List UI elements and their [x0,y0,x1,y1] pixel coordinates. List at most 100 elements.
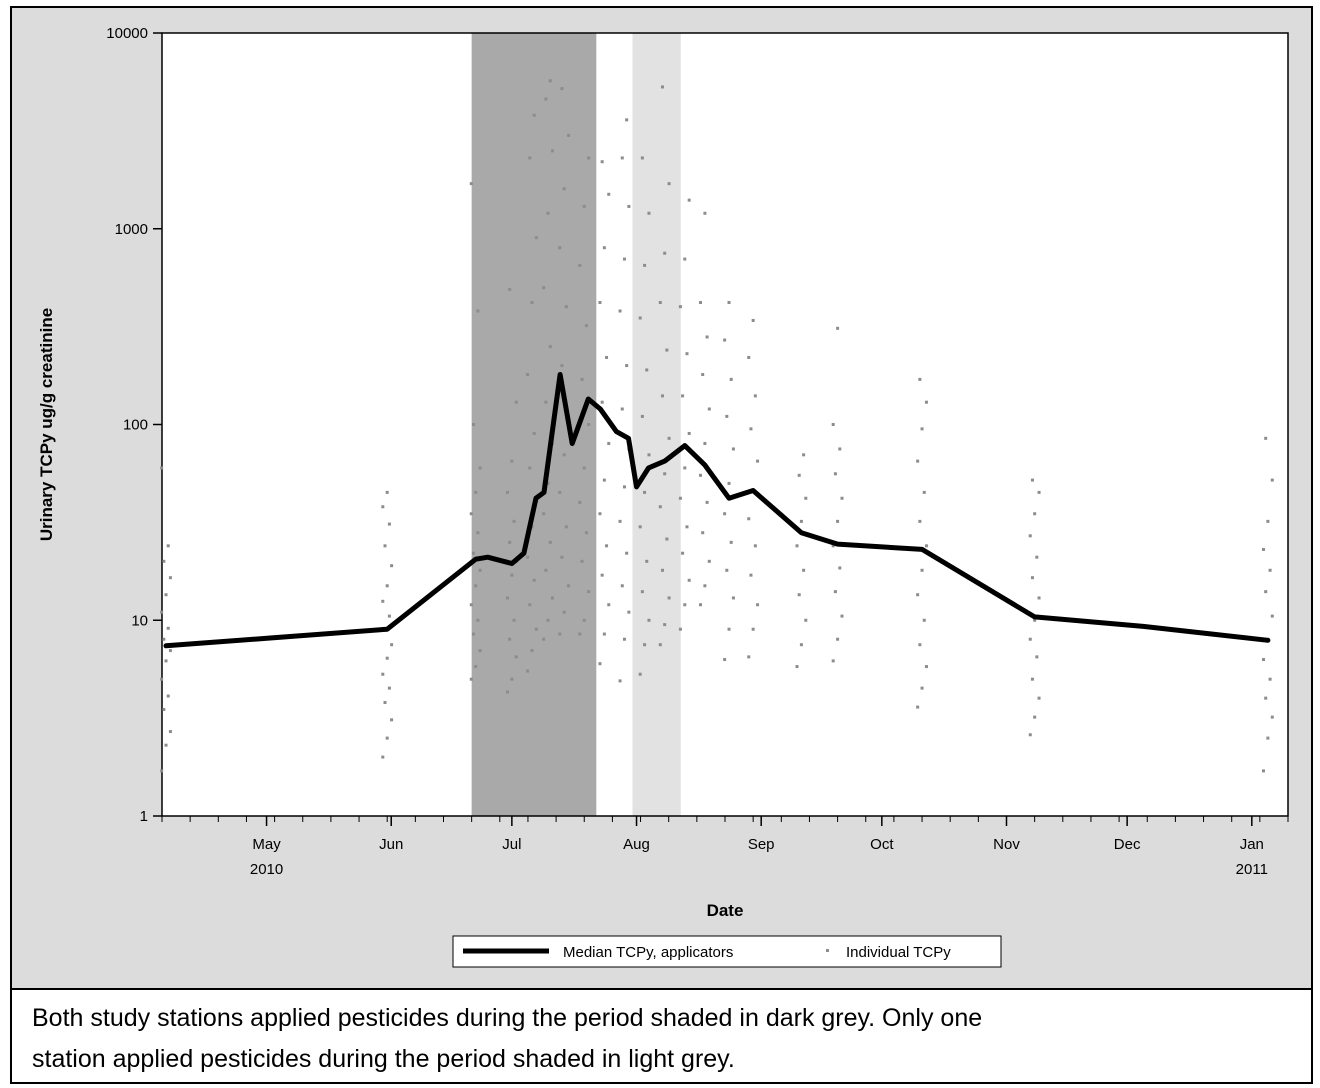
y-tick-label: 10000 [106,25,148,42]
data-point [647,211,651,215]
data-point [645,559,649,563]
x-tick-label: May [252,836,281,853]
data-point [1030,677,1034,681]
data-point [687,198,691,202]
data-point [162,559,166,563]
data-point [544,97,548,101]
data-point [831,423,835,426]
x-tick-label: Sep [748,836,775,853]
data-point [663,251,667,255]
data-point [1264,696,1268,700]
data-point [505,596,509,600]
x-tick-label: Nov [993,836,1020,853]
data-point [542,637,546,641]
data-point [698,473,702,477]
data-point [582,204,586,208]
chart: 1 10 100 1000 10000 May 2010 Jun Jul Aug Sep Oct No… [37,25,1289,968]
plot-background [162,33,1288,816]
data-point [916,459,920,463]
data-point [1030,576,1034,580]
data-point [1268,677,1272,681]
data-point [534,627,538,631]
data-point [508,637,512,641]
data-point [833,472,837,476]
data-point [381,505,385,509]
data-point [385,490,389,494]
data-point [1270,478,1274,482]
data-point [390,718,394,722]
data-point [723,338,727,342]
data-point [381,755,385,759]
data-point [548,79,552,83]
data-point [705,500,709,504]
data-point [620,407,624,411]
data-point [683,603,687,607]
data-point [469,512,473,516]
data-point [836,326,840,330]
data-point [1037,490,1041,494]
data-point [600,160,604,164]
data-point [1270,614,1274,618]
data-point [390,643,394,647]
data-point [526,669,530,673]
data-point [605,544,609,548]
data-point [160,677,164,681]
data-point [598,512,602,516]
x-tick-label: Jun [379,836,403,853]
data-point [663,623,667,627]
data-point [749,427,753,431]
data-point [618,519,622,523]
data-point [546,481,550,485]
data-point [831,659,835,663]
data-point [1264,436,1268,440]
data-point [578,263,582,267]
data-point [607,441,611,445]
data-point [387,614,391,618]
data-point [542,286,546,290]
data-point [660,394,664,398]
data-point [1268,568,1272,572]
data-point [643,263,647,267]
data-point [1028,637,1032,641]
y-tick-label: 100 [123,417,148,434]
data-point [918,643,922,647]
data-point [471,632,475,636]
data-point [836,519,840,523]
data-point [658,643,662,647]
data-point [665,348,669,352]
data-point [548,345,552,349]
data-point [1033,715,1037,719]
data-point [607,603,611,607]
shaded-periods [162,33,1288,816]
data-point [607,192,611,196]
data-point [160,466,164,470]
data-point [550,149,554,153]
data-point [548,540,552,544]
data-point [924,544,928,548]
data-point [383,701,387,705]
x-axis-label: Date [707,901,744,920]
data-point [528,603,532,607]
data-point [564,305,568,309]
data-point [560,87,564,91]
data-point [469,603,473,607]
data-point [922,618,926,622]
data-point [532,431,536,435]
x-tick-year-label: 2010 [250,861,283,878]
x-tick-label: Jan [1240,836,1264,853]
data-point [544,568,548,572]
data-point [558,490,562,494]
data-point [532,578,536,582]
data-point [753,544,757,548]
data-point [1028,733,1032,737]
data-point [627,204,631,208]
data-point [474,584,478,588]
data-point [558,246,562,250]
data-point [164,743,168,747]
data-point [643,490,647,494]
data-point [703,441,707,445]
data-point [476,618,480,622]
data-point [580,377,584,381]
data-point [381,672,385,676]
data-point [703,584,707,588]
